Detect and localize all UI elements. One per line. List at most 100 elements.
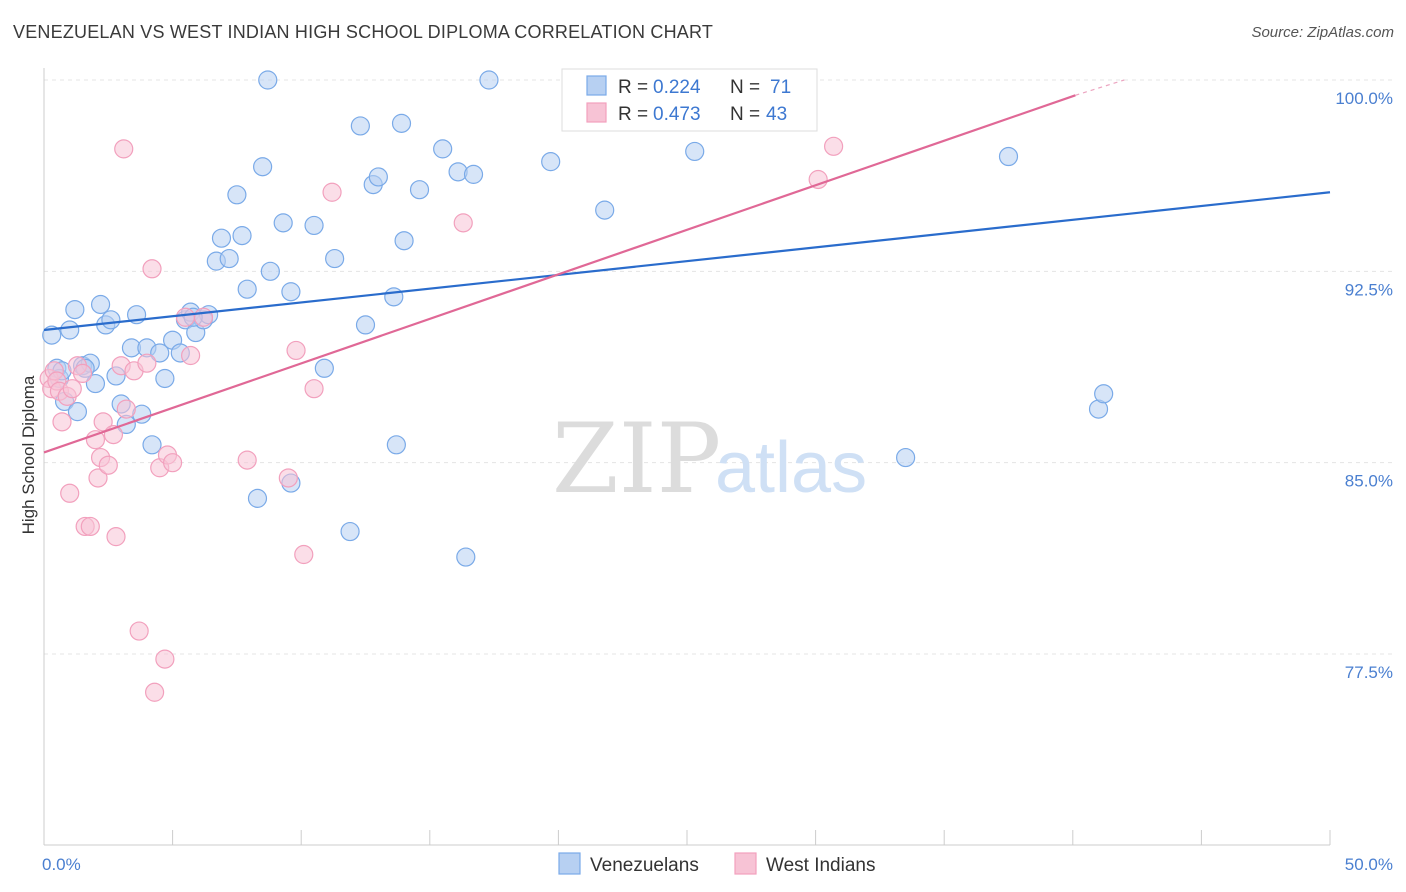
legend-n-value-1: 71 <box>770 77 791 98</box>
y-tick-label-3: 77.5% <box>1345 663 1393 682</box>
legend-r-label-2: R = <box>618 104 648 125</box>
venezuelan-point-64 <box>896 447 916 468</box>
venezuelan-point-37 <box>253 157 273 177</box>
venezuelan-point-4 <box>60 320 80 340</box>
west-indian-point-27 <box>144 682 165 702</box>
venezuelan-point-32 <box>219 248 239 269</box>
venezuelan-point-58 <box>456 547 476 567</box>
venezuelan-point-56 <box>433 139 453 159</box>
west-indian-point-31 <box>163 453 183 473</box>
bottom-legend-swatch-west-indians <box>734 852 757 875</box>
venezuelan-point-52 <box>391 113 412 133</box>
venezuelan-point-9 <box>85 373 106 394</box>
venezuelan-point-12 <box>101 310 121 330</box>
grid-lines <box>44 79 1395 655</box>
legend-swatch-venezuelans <box>586 75 607 96</box>
venezuelan-point-54 <box>394 231 414 251</box>
venezuelan-point-35 <box>237 279 257 299</box>
legend-r-value-2: 0.473 <box>653 104 701 125</box>
venezuelan-point-44 <box>314 358 334 378</box>
venezuelan-point-22 <box>155 368 175 389</box>
west-indian-point-14 <box>88 468 108 488</box>
legend-bottom: Venezuelans West Indians <box>558 852 875 876</box>
west-indian-point-24 <box>129 621 149 641</box>
west-indian-point-33 <box>181 345 201 366</box>
venezuelan-point-42 <box>281 282 301 302</box>
y-tick-label-2: 85.0% <box>1345 472 1393 491</box>
bottom-legend-swatch-venezuelans <box>558 852 581 875</box>
venezuelan-point-62 <box>595 200 615 220</box>
venezuelan-trend-line <box>43 191 1331 332</box>
source-label: Source: ZipAtlas.com <box>1251 24 1394 41</box>
venezuelan-point-34 <box>232 226 252 246</box>
legend-n-value-2: 43 <box>766 104 787 125</box>
west-indian-point-8 <box>62 379 82 399</box>
legend-r-value-1: 0.224 <box>653 77 701 98</box>
venezuelan-point-48 <box>355 315 376 335</box>
west-indian-point-25 <box>137 353 157 373</box>
venezuelan-point-5 <box>65 300 85 320</box>
west-indian-point-42 <box>808 169 828 190</box>
x-tick-label-1: 50.0% <box>1345 855 1393 874</box>
data-points <box>39 70 1114 702</box>
venezuelan-point-63 <box>685 141 705 162</box>
west-indian-point-40 <box>322 182 342 202</box>
venezuelan-point-43 <box>304 215 324 236</box>
west-indian-point-19 <box>106 527 126 547</box>
y-tick-labels: 100.0% 92.5% 85.0% 77.5% <box>1335 89 1393 682</box>
legend-top: R = 0.224 N = 71 R = 0.473 N = 43 <box>561 68 818 132</box>
venezuelan-point-45 <box>325 248 345 269</box>
venezuelan-point-36 <box>247 488 268 508</box>
legend-r-label-1: R = <box>618 77 648 98</box>
legend-n-label-2: N = <box>730 104 760 125</box>
west-indian-trend-line <box>43 94 1076 454</box>
west-indian-point-21 <box>114 139 134 159</box>
chart-title: VENEZUELAN VS WEST INDIAN HIGH SCHOOL DI… <box>13 22 714 42</box>
x-tick-label-0: 0.0% <box>42 855 81 874</box>
west-indian-point-35 <box>237 450 257 470</box>
venezuelan-point-55 <box>409 180 430 200</box>
watermark-atlas: atlas <box>715 428 867 508</box>
x-tick-labels: 0.0% 50.0% <box>42 855 1393 874</box>
west-indian-trend-extension <box>1075 79 1125 96</box>
bottom-legend-west-indians: West Indians <box>766 855 875 876</box>
watermark-zip: ZIP <box>552 403 721 515</box>
venezuelan-point-31 <box>211 228 232 248</box>
west-indian-point-29 <box>155 649 175 669</box>
trend-lines <box>43 79 1331 454</box>
axes <box>43 68 1331 846</box>
venezuelan-point-6 <box>67 402 88 422</box>
venezuelan-point-50 <box>368 167 388 187</box>
west-indian-point-10 <box>72 363 93 383</box>
venezuelan-point-38 <box>258 70 278 90</box>
west-indian-point-12 <box>80 516 100 537</box>
venezuelan-point-46 <box>340 521 360 542</box>
west-indian-point-41 <box>453 213 473 233</box>
west-indian-point-7 <box>60 483 80 503</box>
venezuelan-point-51 <box>384 287 404 307</box>
venezuelan-point-60 <box>479 70 499 90</box>
west-indian-point-5 <box>52 412 72 432</box>
venezuelan-point-40 <box>273 213 293 233</box>
venezuelan-point-61 <box>541 152 561 172</box>
west-indian-point-39 <box>304 379 324 399</box>
venezuelan-point-20 <box>142 435 162 455</box>
venezuelan-point-59 <box>463 164 484 184</box>
west-indian-point-17 <box>98 455 118 475</box>
west-indian-point-37 <box>286 340 306 361</box>
west-indian-point-36 <box>278 468 298 488</box>
west-indian-point-32 <box>175 307 196 327</box>
venezuelan-point-21 <box>150 343 170 363</box>
legend-swatch-west-indians <box>586 102 607 123</box>
west-indian-point-26 <box>142 259 162 279</box>
west-indian-point-43 <box>824 136 844 156</box>
y-tick-label-1: 92.5% <box>1345 280 1393 299</box>
venezuelan-point-39 <box>260 261 280 281</box>
west-indian-point-38 <box>294 544 314 565</box>
west-indian-point-34 <box>193 307 214 327</box>
venezuelan-point-67 <box>1094 384 1114 404</box>
y-tick-label-0: 100.0% <box>1335 89 1393 108</box>
y-axis-label: High School Diploma <box>19 375 38 534</box>
venezuelan-point-47 <box>350 116 370 136</box>
